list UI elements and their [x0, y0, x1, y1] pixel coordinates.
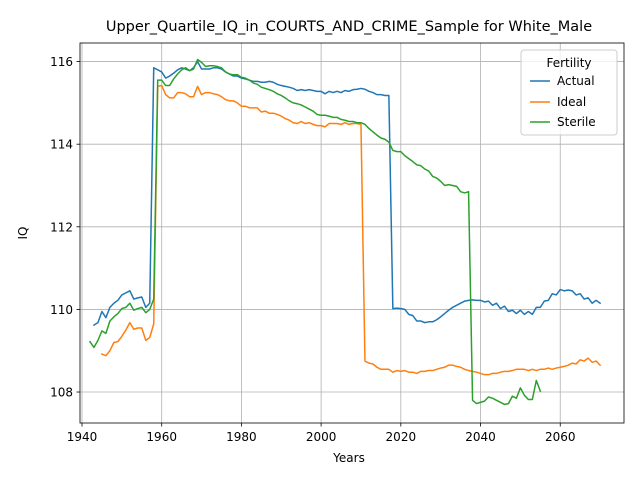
y-axis-title: IQ — [16, 227, 30, 240]
x-tick-label: 1940 — [67, 430, 98, 444]
legend-box — [520, 49, 618, 136]
y-tick-label: 114 — [50, 138, 73, 152]
series-line-actual — [92, 60, 602, 327]
plot-frame — [79, 42, 625, 424]
y-tick-label: 116 — [50, 55, 73, 69]
x-axis: 1940 1960 1980 2000 2020 2040 2060 — [67, 423, 576, 444]
x-axis-title: Years — [332, 451, 365, 465]
x-tick-label: 1960 — [146, 430, 177, 444]
x-tick-label: 2040 — [465, 430, 496, 444]
x-tick-label: 1980 — [226, 430, 257, 444]
chart-title: Upper_Quartile_IQ_in_COURTS_AND_CRIME_Sa… — [106, 19, 592, 35]
y-tick-label: 112 — [50, 220, 73, 234]
x-tick-label: 2020 — [386, 430, 417, 444]
legend-label-actual: Actual — [557, 74, 595, 88]
series-lines — [88, 58, 602, 406]
legend-label-sterile: Sterile — [557, 115, 596, 129]
x-tick-label: 2060 — [545, 430, 576, 444]
series-line-ideal — [100, 84, 602, 376]
legend: Fertility Actual Ideal Sterile — [520, 49, 618, 136]
y-tick-label: 108 — [50, 386, 73, 400]
y-axis: 108 110 112 114 116 — [50, 55, 80, 400]
legend-title: Fertility — [546, 56, 591, 70]
series-line-sterile — [88, 58, 542, 406]
x-tick-label: 2000 — [306, 430, 337, 444]
legend-label-ideal: Ideal — [557, 95, 586, 109]
y-tick-label: 110 — [50, 303, 73, 317]
